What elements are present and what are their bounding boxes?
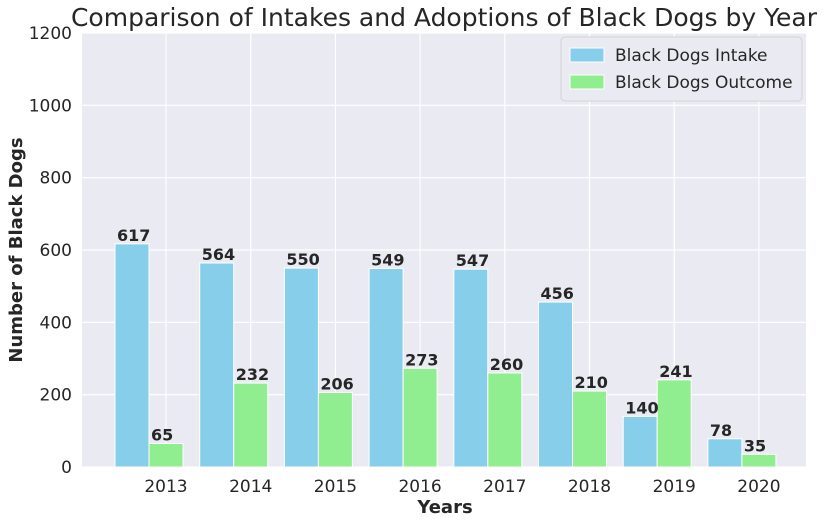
- x-tick-label: 2018: [568, 477, 611, 497]
- bar-intake: [368, 267, 404, 468]
- bar-value-label: 547: [456, 251, 489, 270]
- bar-value-label: 617: [117, 226, 150, 245]
- bar-value-label: 456: [541, 284, 574, 303]
- y-axis-ticks: 0 200 400 600 800 1000 1200: [29, 24, 72, 478]
- bar-value-label: 210: [575, 373, 608, 392]
- y-tick-label: 400: [40, 313, 72, 333]
- bar-value-label: 564: [202, 245, 235, 264]
- x-tick-label: 2014: [229, 477, 272, 497]
- bar-value-label: 273: [405, 350, 438, 369]
- x-tick-label: 2017: [483, 477, 526, 497]
- bar-value-label: 206: [320, 374, 353, 393]
- chart-title: Comparison of Intakes and Adoptions of B…: [71, 3, 818, 32]
- bar-outcome: [572, 390, 607, 468]
- bar-intake: [199, 262, 235, 468]
- bar-outcome: [402, 367, 438, 468]
- value-labels: 617 564 550 549 547 456 140 78 65 232 206 273 260 210…: [117, 226, 766, 455]
- x-tick-label: 2016: [398, 477, 441, 497]
- bar-value-label: 35: [744, 436, 766, 455]
- x-tick-label: 2013: [144, 477, 187, 497]
- bar-value-label: 140: [625, 398, 658, 417]
- x-axis-ticks: 2013 2014 2015 2016 2017 2018 2019 2020: [144, 477, 780, 497]
- bar-intake: [114, 243, 150, 468]
- y-tick-label: 800: [40, 169, 72, 189]
- y-axis-label: Number of Black Dogs: [6, 137, 27, 362]
- y-tick-label: 1200: [29, 24, 72, 44]
- bar-value-label: 549: [371, 250, 404, 269]
- y-tick-label: 600: [40, 241, 72, 261]
- legend-box: [560, 36, 803, 102]
- bar-outcome: [656, 379, 692, 468]
- y-tick-label: 0: [61, 458, 72, 478]
- bar-outcome: [487, 372, 523, 468]
- bar-outcome: [317, 391, 353, 468]
- bar-intake: [283, 267, 319, 468]
- x-tick-label: 2015: [314, 477, 357, 497]
- bar-intake: [707, 438, 743, 468]
- bar-intake: [538, 301, 573, 468]
- x-axis-label: Years: [416, 497, 472, 518]
- x-tick-label: 2020: [737, 477, 780, 497]
- y-tick-label: 200: [40, 386, 72, 406]
- bar-outcome: [741, 453, 777, 468]
- bar-value-label: 65: [151, 425, 173, 444]
- legend-swatch-outcome: [569, 74, 605, 90]
- bar-intake: [453, 268, 489, 468]
- bar-value-label: 78: [710, 421, 732, 440]
- x-tick-label: 2019: [653, 477, 696, 497]
- bars: [114, 243, 777, 468]
- legend-swatch-intake: [569, 47, 605, 63]
- bar-outcome: [233, 382, 269, 468]
- bar-value-label: 232: [236, 365, 269, 384]
- y-tick-label: 1000: [29, 96, 72, 116]
- legend: Black Dogs Intake Black Dogs Outcome: [560, 36, 803, 102]
- bar-value-label: 260: [490, 355, 523, 374]
- bar-value-label: 241: [659, 362, 692, 381]
- bar-value-label: 550: [286, 250, 319, 269]
- legend-label-outcome: Black Dogs Outcome: [615, 73, 793, 93]
- bar-outcome: [148, 442, 184, 468]
- legend-label-intake: Black Dogs Intake: [615, 46, 768, 66]
- bar-intake: [622, 415, 658, 468]
